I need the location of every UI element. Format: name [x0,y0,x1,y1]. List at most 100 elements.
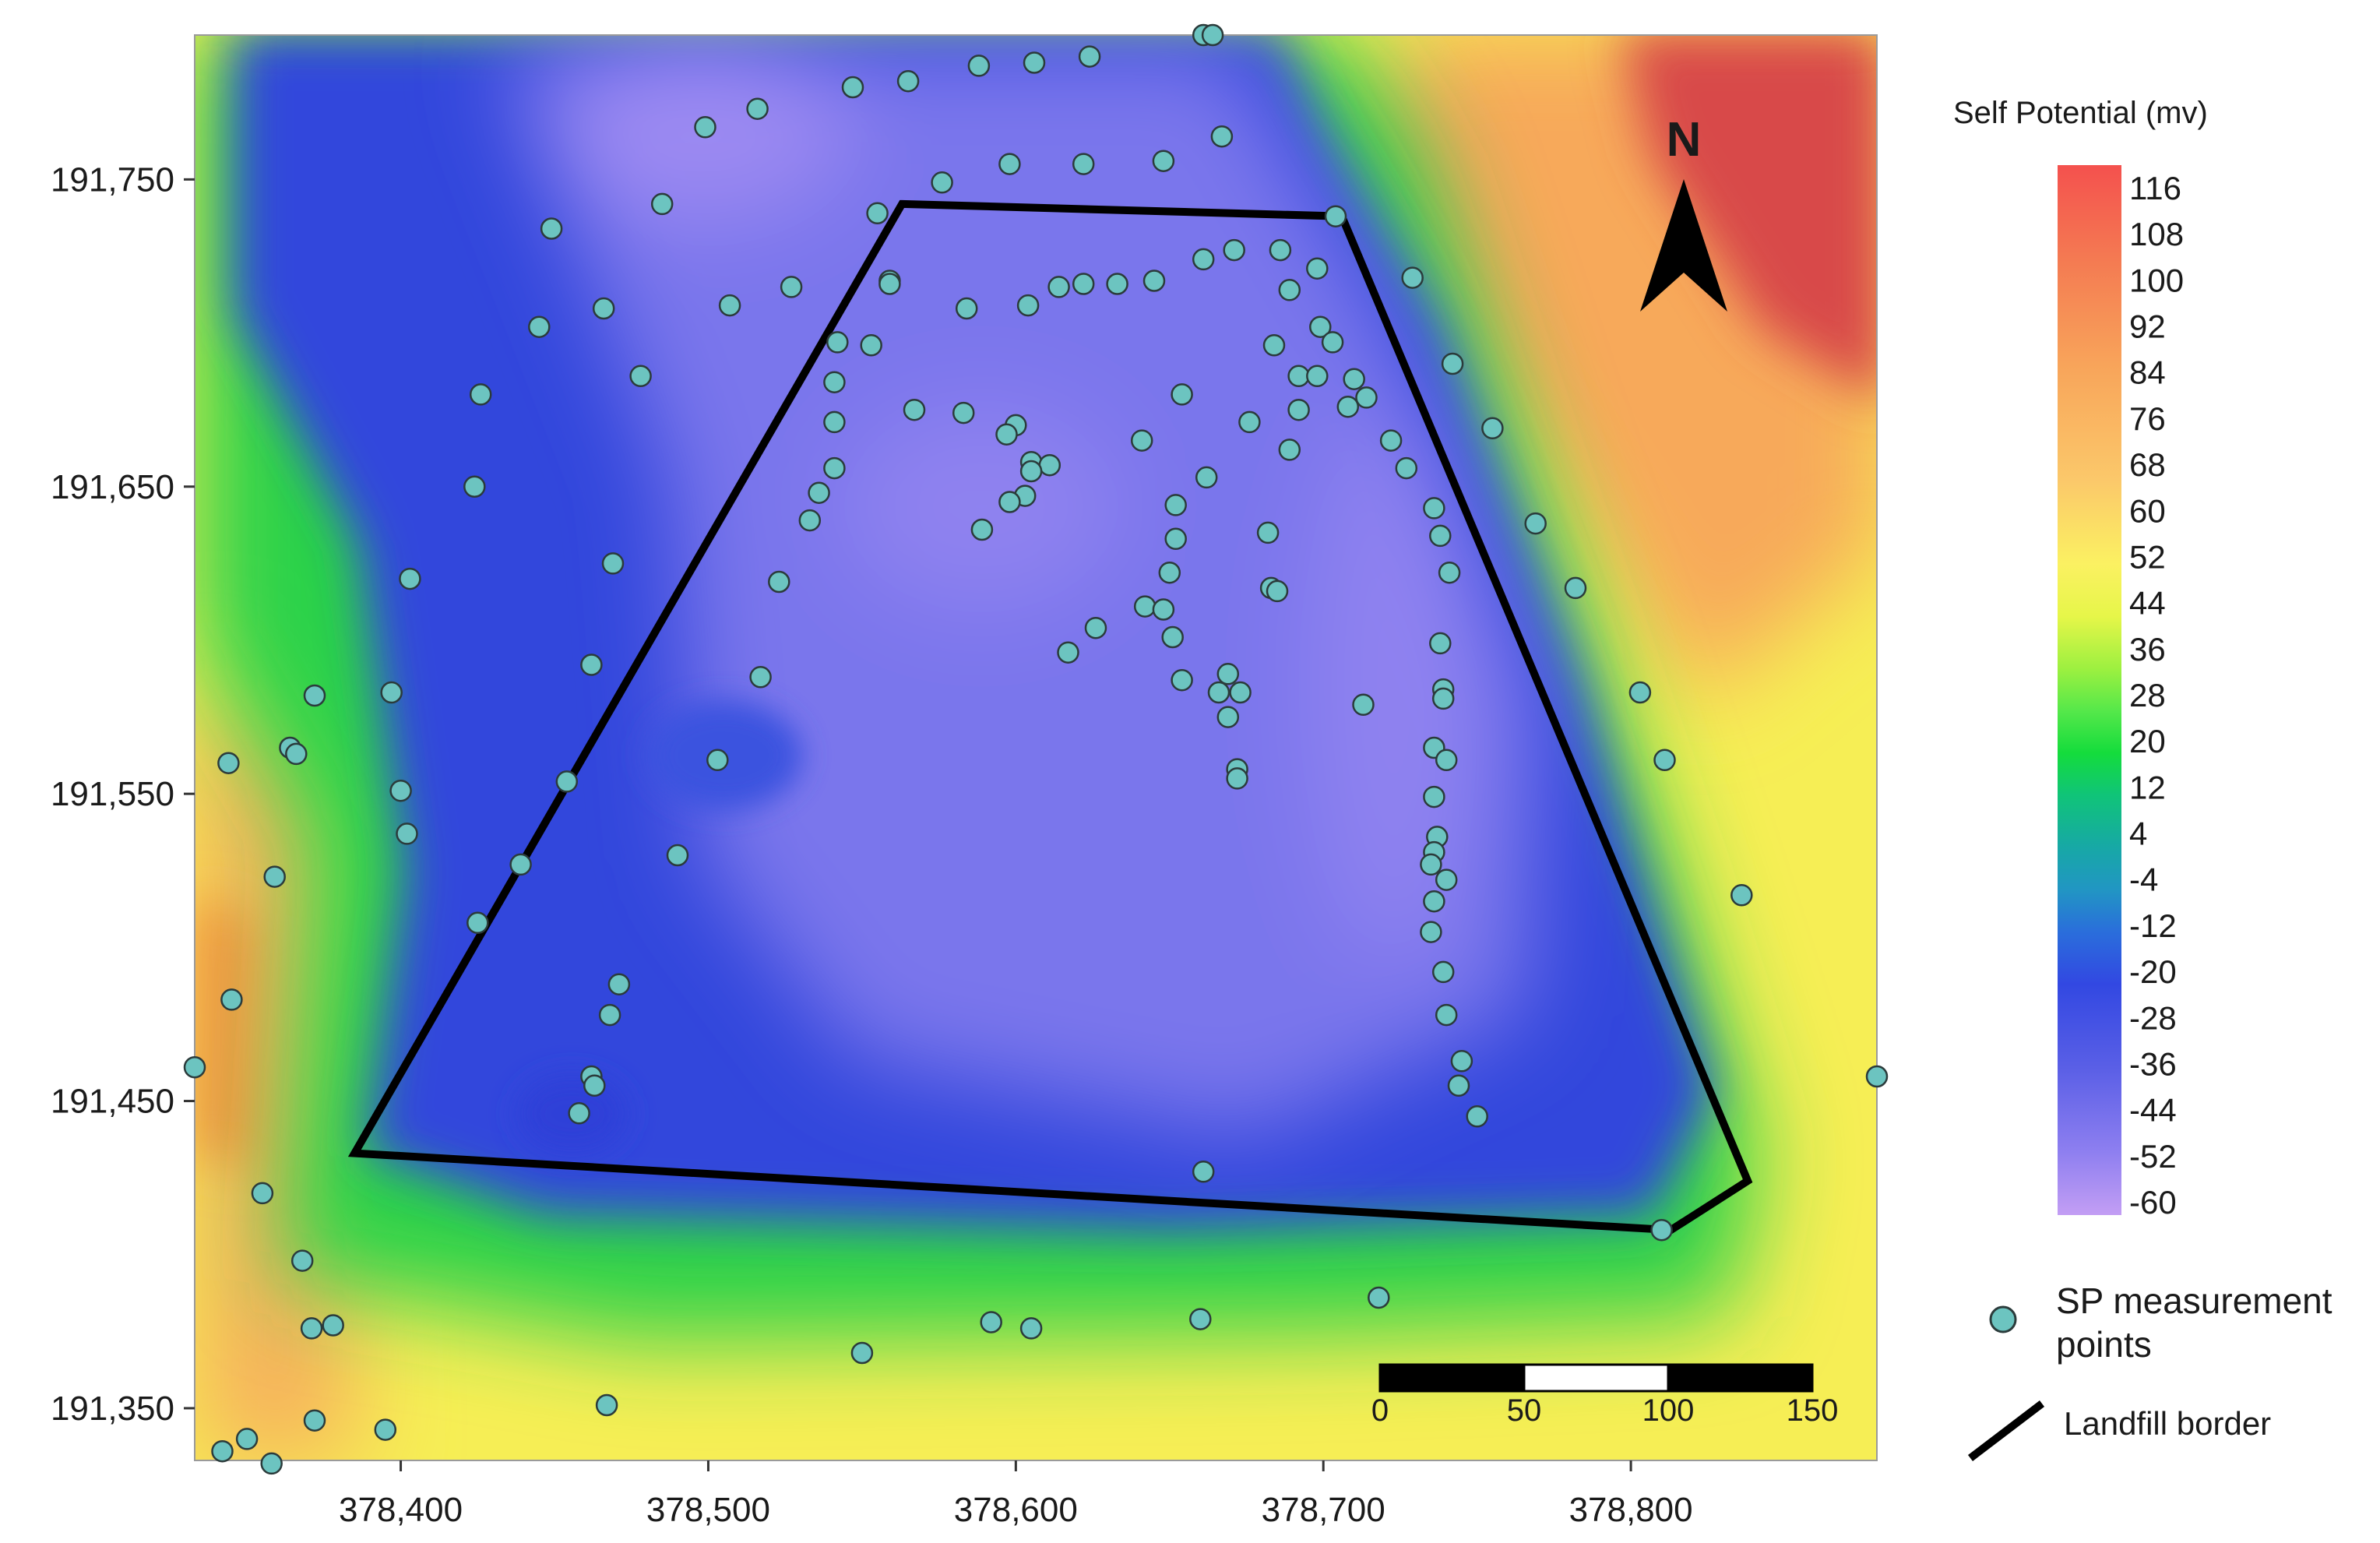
legend-value-label: -4 [2129,861,2158,898]
sp-measurement-point [798,509,822,532]
sp-measurement-point [780,276,803,298]
sp-measurement-point [528,315,551,338]
scale-label-0: 0 [1371,1393,1389,1428]
sp-measurement-point [629,365,652,388]
x-tick-label: 378,600 [954,1491,1078,1529]
sp-measurement-point [826,331,849,354]
sp-measurement-point [1016,294,1040,317]
sp-measurement-point [251,1182,274,1205]
sp-measurement-point [1133,595,1157,618]
sp-measurement-point [1435,868,1458,891]
legend-value-label: 28 [2129,677,2166,713]
sp-measurement-point [1278,279,1301,301]
sp-measurement-point [1441,352,1464,375]
sp-measurement-point [1142,269,1166,292]
legend-value-label: 12 [2129,769,2166,805]
legend-colorbar [2058,165,2121,1215]
sp-measurement-point [220,988,243,1011]
sp-measurement-point [1152,598,1175,621]
sp-measurement-point [263,865,286,888]
sp-measurement-point [374,1418,397,1441]
legend-value-label: 92 [2129,308,2166,345]
sp-measurement-point [211,1439,234,1463]
legend-title: Self Potential (mv) [1953,96,2208,130]
sp-measurement-point [1865,1065,1889,1088]
sp-measurement-point [860,334,882,357]
sp-measurement-point [768,570,790,594]
sp-measurement-point [1195,466,1218,489]
legend-value-label: -60 [2129,1184,2177,1221]
sp-measurement-point [322,1314,344,1337]
sp-measurement-point [1450,1050,1473,1073]
sp-measurement-point [399,567,421,590]
sp-measurement-point [980,1311,1002,1333]
x-tick-label: 378,500 [646,1491,770,1529]
sp-measurement-point [1730,884,1753,907]
legend-sp-label-line2: points [2056,1324,2152,1365]
sp-measurement-point [469,383,492,406]
sp-measurement-point [540,217,563,240]
legend-value-label: 116 [2129,170,2181,206]
sp-measurement-point [1287,365,1310,388]
legend-labels: 116 108 100 92 84 76 68 60 52 44 36 28 20 12 4 -4 -12 -20… [2129,170,2184,1221]
sp-measurement-point [1438,561,1461,584]
sp-measurement-point [389,779,412,802]
legend-value-label: 4 [2129,816,2147,852]
sp-measurement-point [823,456,846,480]
sp-measurement-point [1164,494,1187,516]
sp-measurement-point [1324,205,1347,227]
sp-measurement-point [955,297,978,320]
sp-measurement-point [1047,276,1070,298]
sp-measurement-point [967,55,991,77]
sp-measurement-point [1429,632,1452,655]
sp-measurement-point [1524,512,1547,535]
sp-measurement-point [1161,625,1184,649]
x-tick-label: 378,800 [1569,1491,1693,1529]
sp-measurement-point [1269,238,1292,262]
sp-measurement-point [1650,1218,1673,1242]
sp-measurement-point [1164,527,1187,551]
sp-measurement-point [300,1317,323,1340]
sp-measurement-point [183,1055,206,1079]
legend-value-label: -20 [2129,953,2177,990]
sp-measurement-point [718,294,741,317]
sp-measurement-point [1401,266,1424,289]
sp-measurement-point [1072,153,1095,175]
sp-measurement-point [303,684,326,707]
legend-value-label: -52 [2129,1138,2177,1175]
legend-value-label: 76 [2129,400,2166,437]
sp-measurement-point [1171,383,1193,406]
sp-measurement-point [1152,150,1175,172]
sp-measurement-point [1420,921,1442,943]
sp-measurement-point [1207,681,1230,704]
sp-measurement-point [1321,331,1344,354]
legend-border-label: Landfill border [2064,1405,2271,1442]
scale-bar: 0 50 100 150 [1371,1363,1838,1428]
sp-measurement-point [694,116,716,139]
sp-measurement-point [463,475,486,498]
sp-measurement-point [706,749,729,772]
legend-value-label: 36 [2129,631,2166,668]
sp-measurement-point [1216,706,1240,728]
sp-measurement-point [1420,853,1442,876]
landfill-border [347,199,1753,1235]
y-axis: 191,750 191,650 191,550 191,450 191,350 [51,160,195,1428]
sp-measurement-point [1429,524,1452,548]
sp-measurement-point [866,202,889,225]
sp-measurement-point [896,69,920,93]
north-label: N [1667,113,1702,167]
sp-measurement-point [1130,429,1153,452]
sp-measurement-point [607,973,631,995]
sp-measurement-point [580,653,603,676]
sp-measurement-point [1210,125,1234,148]
legend-border-symbol [1967,1400,2045,1461]
sp-measurement-point [1201,23,1224,47]
sp-measurement-point [1423,785,1445,808]
y-tick-label: 191,650 [51,468,174,506]
sp-measurement-point [995,423,1018,446]
y-tick-label: 191,450 [51,1083,174,1121]
sp-measurement-point [396,823,418,845]
sp-measurement-point [1192,1161,1215,1183]
sp-measurement-point [1423,890,1445,913]
legend-value-label: 60 [2129,492,2166,529]
